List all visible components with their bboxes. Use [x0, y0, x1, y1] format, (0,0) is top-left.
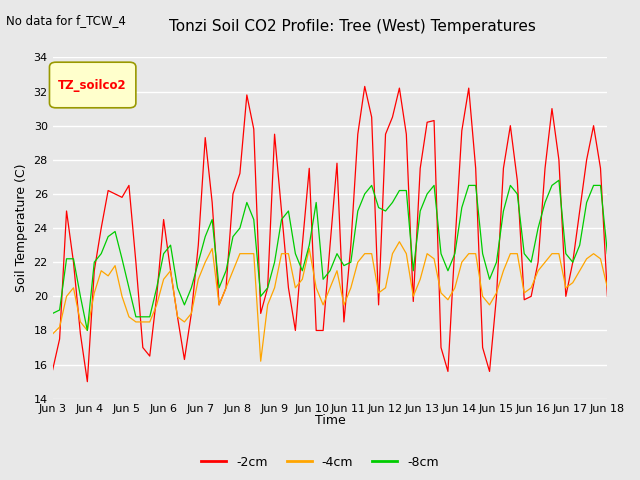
-2cm [604, 293, 611, 299]
-4cm [257, 358, 264, 364]
-2cm [410, 299, 417, 304]
Line: -4cm: -4cm [52, 242, 607, 361]
Line: -2cm: -2cm [52, 86, 607, 382]
Text: TZ_soilco2: TZ_soilco2 [58, 79, 127, 92]
-2cm [361, 84, 369, 89]
-8cm [562, 251, 570, 256]
-8cm [506, 182, 514, 188]
-8cm [83, 327, 91, 333]
X-axis label: Time: Time [315, 414, 346, 427]
-2cm [472, 166, 479, 171]
-2cm [562, 293, 570, 299]
-8cm [49, 311, 56, 316]
-4cm [604, 285, 611, 291]
Text: No data for f_TCW_4: No data for f_TCW_4 [6, 14, 126, 27]
-2cm [513, 178, 521, 183]
-8cm [555, 178, 563, 183]
-2cm [541, 166, 549, 171]
Line: -8cm: -8cm [52, 180, 607, 330]
-8cm [534, 225, 542, 231]
-4cm [562, 285, 570, 291]
-4cm [541, 259, 549, 265]
-4cm [361, 251, 369, 256]
-8cm [604, 251, 611, 256]
-4cm [396, 239, 403, 245]
-8cm [361, 191, 369, 197]
-4cm [472, 251, 479, 256]
-4cm [49, 331, 56, 337]
-2cm [368, 114, 376, 120]
Y-axis label: Soil Temperature (C): Soil Temperature (C) [15, 164, 28, 292]
-4cm [410, 293, 417, 299]
-8cm [465, 182, 472, 188]
-2cm [83, 379, 91, 384]
Legend: -2cm, -4cm, -8cm: -2cm, -4cm, -8cm [196, 451, 444, 474]
-4cm [513, 251, 521, 256]
-8cm [403, 188, 410, 193]
-2cm [49, 367, 56, 372]
Text: Tonzi Soil CO2 Profile: Tree (West) Temperatures: Tonzi Soil CO2 Profile: Tree (West) Temp… [168, 19, 536, 34]
